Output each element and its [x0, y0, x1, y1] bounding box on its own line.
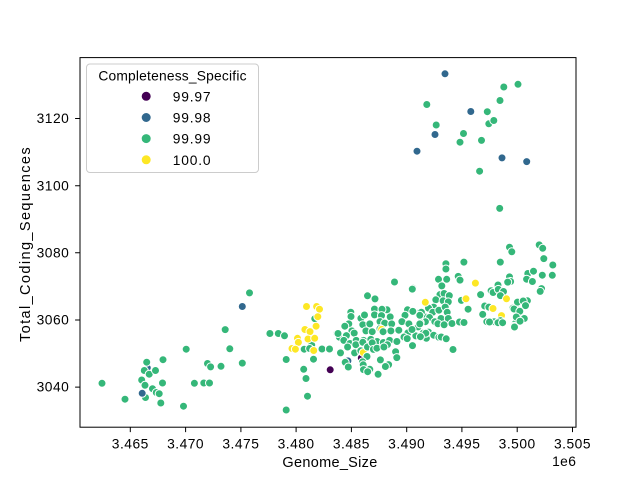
svg-text:99.98: 99.98: [173, 111, 212, 126]
svg-text:3080: 3080: [37, 245, 70, 260]
svg-text:3.470: 3.470: [167, 436, 204, 451]
svg-text:Completeness_Specific: Completeness_Specific: [98, 69, 246, 84]
svg-text:3.490: 3.490: [388, 436, 425, 451]
svg-text:3040: 3040: [37, 380, 70, 395]
svg-text:Genome_Size: Genome_Size: [282, 455, 377, 471]
svg-text:3.500: 3.500: [499, 436, 536, 451]
svg-text:3.505: 3.505: [554, 436, 591, 451]
svg-text:3060: 3060: [37, 313, 70, 328]
svg-text:3.495: 3.495: [443, 436, 480, 451]
svg-text:1e6: 1e6: [552, 454, 576, 469]
svg-text:Total_Coding_Sequences: Total_Coding_Sequences: [18, 146, 34, 342]
svg-text:100.0: 100.0: [173, 153, 212, 168]
svg-text:3120: 3120: [37, 111, 70, 126]
svg-text:3100: 3100: [37, 178, 70, 193]
svg-text:99.97: 99.97: [173, 89, 212, 104]
svg-text:3.480: 3.480: [278, 436, 315, 451]
svg-text:3.465: 3.465: [112, 436, 149, 451]
svg-text:99.99: 99.99: [173, 132, 212, 147]
svg-text:3.475: 3.475: [222, 436, 259, 451]
svg-text:3.485: 3.485: [333, 436, 370, 451]
